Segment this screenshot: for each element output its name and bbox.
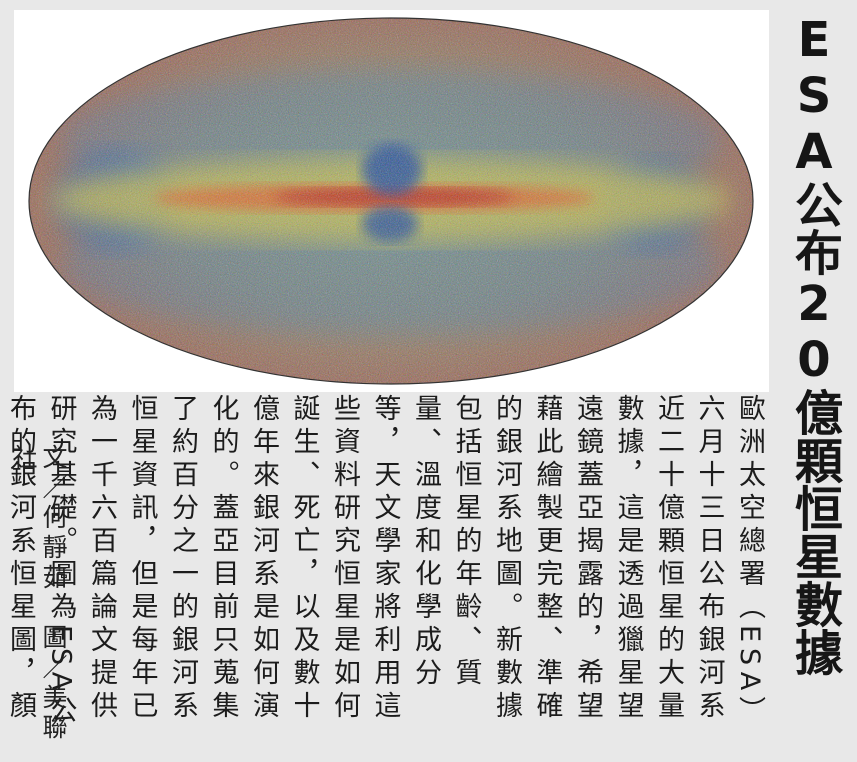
- byline-credit: 文／何靜茹 圖／美聯社: [9, 444, 68, 744]
- galaxy-star-map-photo: [14, 10, 769, 392]
- headline: ESA公布20億顆恒星數據: [786, 12, 842, 676]
- milky-way-metallicity-map: [28, 17, 754, 385]
- article-body: 歐洲太空總署（ESA）六月十三日公布銀河系近二十億顆恒星的大量數據，這是透過獵星…: [5, 394, 765, 730]
